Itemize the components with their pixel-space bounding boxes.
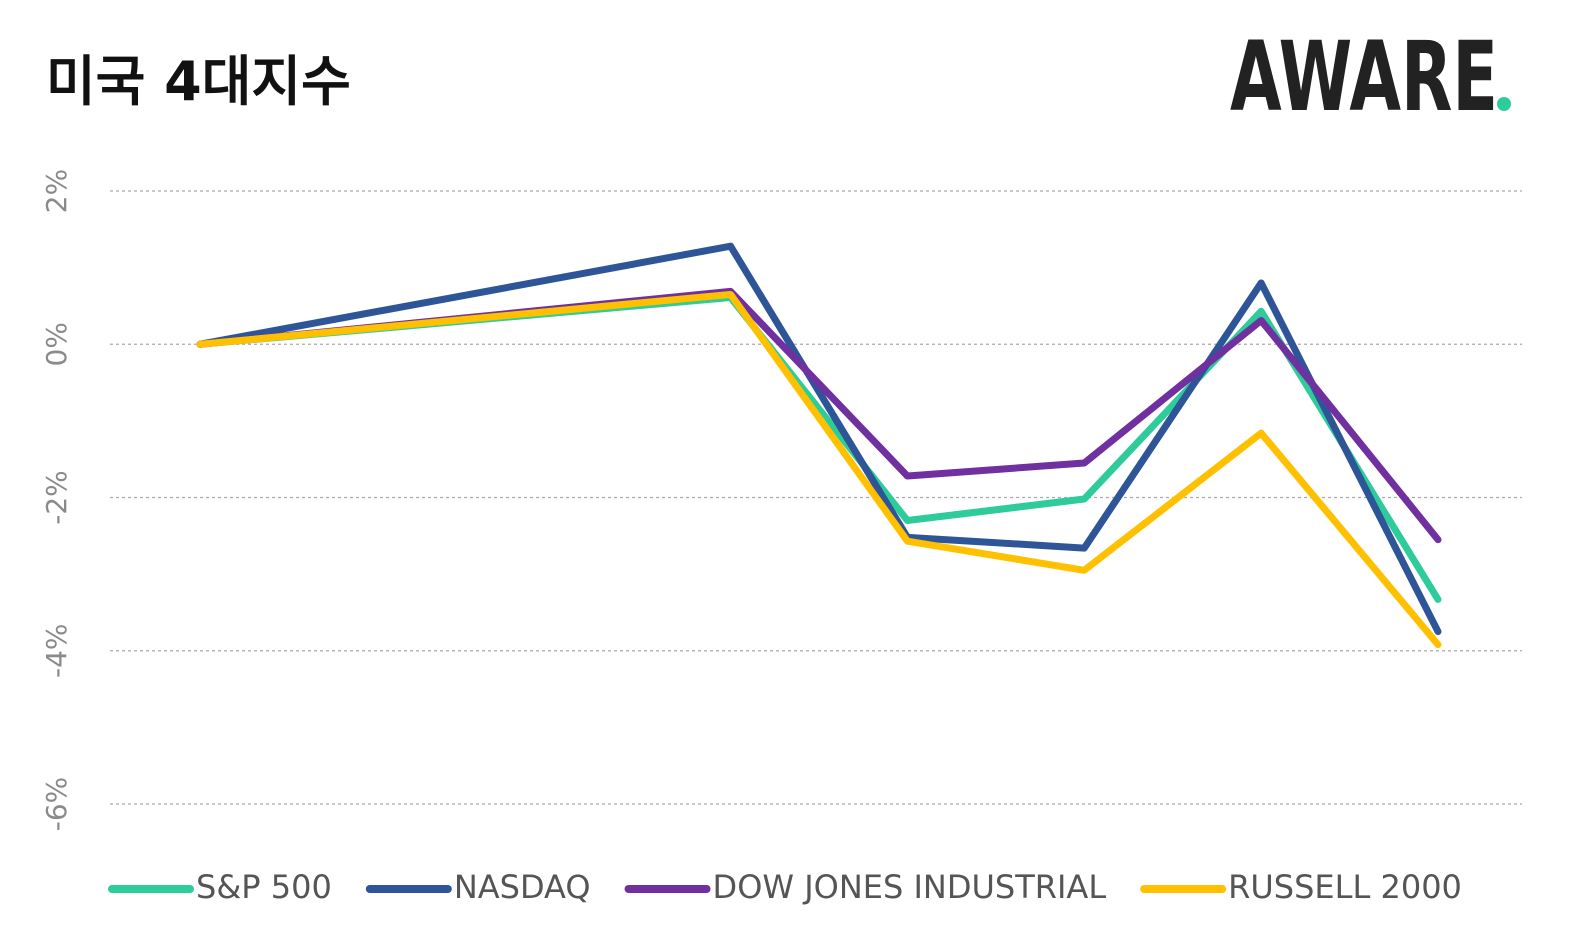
series-line bbox=[196, 294, 1442, 603]
y-tick-label: 2% bbox=[40, 169, 73, 213]
legend-label: S&P 500 bbox=[196, 868, 332, 906]
logo-dot bbox=[1497, 97, 1511, 111]
logo-text: AWARE bbox=[1230, 21, 1498, 133]
legend-label: RUSSELL 2000 bbox=[1228, 868, 1462, 906]
legend: S&P 500 NASDAQ DOW JONES INDUSTRIAL RUSSELL… bbox=[108, 868, 1462, 906]
logo: AWARE bbox=[1230, 21, 1511, 133]
y-tick-label: 0% bbox=[40, 322, 73, 366]
series-line bbox=[196, 242, 1442, 636]
y-tick-label: -4% bbox=[40, 623, 73, 678]
legend-label: DOW JONES INDUSTRIAL bbox=[713, 868, 1107, 906]
y-tick-label: -2% bbox=[40, 470, 73, 525]
y-tick-label: -6% bbox=[40, 777, 73, 832]
chart-title: 미국 4대지수 bbox=[46, 50, 351, 113]
legend-label: NASDAQ bbox=[454, 868, 591, 906]
series-line bbox=[196, 290, 1442, 649]
